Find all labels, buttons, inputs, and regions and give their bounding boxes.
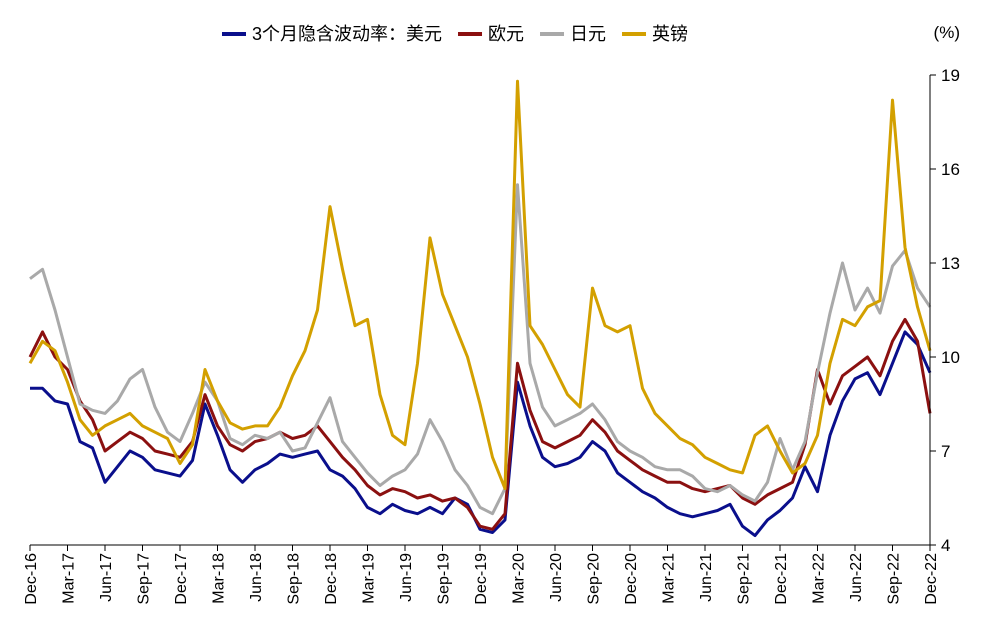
x-tick-label: Dec-19 (473, 553, 490, 605)
legend-item-2: 日元 (540, 24, 606, 44)
x-tick-label: Sep-22 (886, 553, 903, 605)
x-tick-label: Jun-18 (248, 553, 265, 602)
x-tick-label: Dec-16 (23, 553, 40, 605)
y-tick-label: 19 (941, 66, 960, 85)
legend-label: 日元 (570, 24, 606, 44)
x-tick-label: Dec-21 (773, 553, 790, 605)
x-tick-label: Jun-19 (398, 553, 415, 602)
x-tick-label: Dec-18 (323, 553, 340, 605)
axes-layer: 4 7 10 13 16 19 Dec-16 Mar-17 Jun-17 Sep-17 Dec-17… (23, 66, 960, 605)
x-tick-label: Sep-18 (286, 553, 303, 605)
x-tick-label: Jun-20 (548, 553, 565, 602)
legend-label: 欧元 (488, 24, 524, 44)
x-tick-label: Sep-20 (586, 553, 603, 605)
legend-label: 英镑 (652, 24, 688, 44)
y-axis-unit-label: (%) (934, 23, 960, 42)
y-tick-label: 7 (941, 442, 950, 461)
x-tick-label: Mar-22 (811, 553, 828, 604)
legend-item-1: 欧元 (458, 24, 524, 44)
x-tick-label: Mar-19 (361, 553, 378, 604)
series-line-3 (28, 79, 932, 491)
x-tick-label: Mar-18 (211, 553, 228, 604)
chart-legend: 3个月隐含波动率：美元 欧元 日元 英镑 (222, 24, 688, 44)
x-tick-label: Dec-17 (173, 553, 190, 605)
x-tick-label: Sep-17 (136, 553, 153, 605)
legend-item-3: 英镑 (622, 24, 688, 44)
legend-item-0: 3个月隐含波动率：美元 (222, 24, 442, 44)
x-tick-label: Jun-21 (698, 553, 715, 602)
y-tick-label: 4 (941, 536, 950, 555)
x-tick-label: Sep-19 (436, 553, 453, 605)
series-layer (28, 79, 932, 538)
x-tick-label: Jun-22 (848, 553, 865, 602)
x-tick-label: Jun-17 (98, 553, 115, 602)
legend-label: 3个月隐含波动率：美元 (252, 24, 442, 44)
series-line-0 (30, 330, 932, 538)
x-tick-label: Mar-21 (661, 553, 678, 604)
y-tick-label: 13 (941, 254, 960, 273)
y-tick-label: 10 (941, 348, 960, 367)
x-tick-label: Mar-17 (61, 553, 78, 604)
x-tick-label: Sep-21 (736, 553, 753, 605)
series-line-2 (29, 183, 932, 516)
x-tick-label: Dec-20 (623, 553, 640, 605)
x-tick-label: Mar-20 (511, 553, 528, 604)
x-tick-label: Dec-22 (923, 553, 940, 605)
y-tick-label: 16 (941, 160, 960, 179)
series-line-1 (28, 317, 932, 531)
